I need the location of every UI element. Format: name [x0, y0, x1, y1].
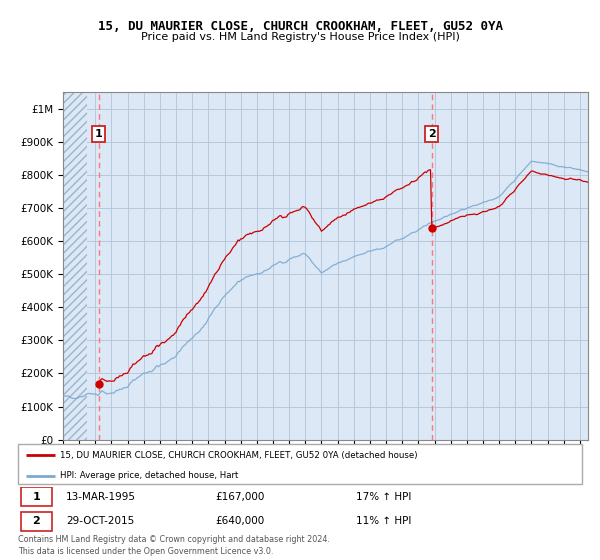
- Text: 2: 2: [32, 516, 40, 526]
- FancyBboxPatch shape: [21, 487, 52, 506]
- Text: £167,000: £167,000: [215, 492, 265, 502]
- Text: 15, DU MAURIER CLOSE, CHURCH CROOKHAM, FLEET, GU52 0YA: 15, DU MAURIER CLOSE, CHURCH CROOKHAM, F…: [97, 20, 503, 32]
- Text: £640,000: £640,000: [215, 516, 265, 526]
- Bar: [63, 92, 87, 440]
- Text: 29-OCT-2015: 29-OCT-2015: [66, 516, 134, 526]
- Text: 2: 2: [428, 129, 436, 139]
- Text: Price paid vs. HM Land Registry's House Price Index (HPI): Price paid vs. HM Land Registry's House …: [140, 32, 460, 42]
- Text: 1: 1: [32, 492, 40, 502]
- Text: HPI: Average price, detached house, Hart: HPI: Average price, detached house, Hart: [60, 471, 239, 480]
- FancyBboxPatch shape: [18, 444, 582, 484]
- Text: Contains HM Land Registry data © Crown copyright and database right 2024.
This d: Contains HM Land Registry data © Crown c…: [18, 535, 330, 556]
- Text: 1: 1: [95, 129, 103, 139]
- Text: 11% ↑ HPI: 11% ↑ HPI: [356, 516, 412, 526]
- Text: 13-MAR-1995: 13-MAR-1995: [66, 492, 136, 502]
- Text: 17% ↑ HPI: 17% ↑ HPI: [356, 492, 412, 502]
- Text: 15, DU MAURIER CLOSE, CHURCH CROOKHAM, FLEET, GU52 0YA (detached house): 15, DU MAURIER CLOSE, CHURCH CROOKHAM, F…: [60, 451, 418, 460]
- FancyBboxPatch shape: [21, 511, 52, 531]
